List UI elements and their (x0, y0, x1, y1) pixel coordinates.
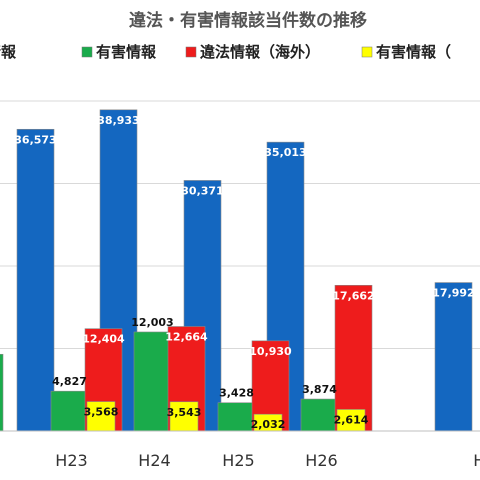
bar-1-0 (0, 353, 4, 432)
bar-2-4 (334, 284, 373, 432)
data-label-0-2: 38,933 (97, 114, 139, 127)
bar-1-2 (133, 331, 172, 432)
x-tick-1: H23 (55, 451, 87, 470)
legend-label-1: 有害情報 (96, 43, 157, 61)
bar-0-1 (16, 128, 55, 432)
data-label-3-3: 2,032 (251, 418, 286, 431)
legend-label-2: 違法情報（海外） (200, 43, 320, 61)
data-label-3-1: 3,568 (84, 406, 119, 419)
data-label-2-4: 17,662 (332, 289, 374, 302)
legend-swatch-2 (185, 46, 197, 58)
x-tick-6: H26 (473, 451, 480, 470)
data-label-0-3: 30,371 (181, 184, 223, 197)
gridlines (0, 100, 480, 349)
bar-1-3 (217, 402, 256, 432)
data-label-1-4: 3,874 (302, 383, 337, 396)
data-label-0-6: 17,992 (432, 287, 474, 300)
data-label-2-2: 12,664 (165, 331, 208, 344)
x-tick-2: H24 (138, 451, 170, 470)
data-label-0-4: 35,013 (264, 146, 306, 159)
data-label-1-2: 12,003 (131, 316, 173, 329)
bar-0-6 (434, 282, 473, 432)
x-tick-labels: H23 H24 H25 H26 H26 (55, 451, 480, 470)
data-label-3-2: 3,543 (167, 406, 202, 419)
data-labels: 36,57338,93330,37135,01317,992674,82712,… (14, 114, 474, 431)
legend-swatch-3 (361, 46, 373, 58)
x-tick-4: H26 (305, 451, 337, 470)
data-label-2-3: 10,930 (249, 345, 292, 358)
data-label-2-1: 12,404 (82, 333, 125, 346)
data-label-1-1: 4,827 (52, 375, 87, 388)
legend-label-3: 有害情報（ (376, 43, 451, 61)
chart-title: 違法・有害情報該当件数の推移 (129, 10, 367, 31)
data-label-1-3: 3,428 (219, 387, 254, 400)
legend-label-0: 違法情報 (0, 43, 17, 61)
bar-1-4 (300, 398, 339, 432)
data-label-0-1: 36,573 (14, 133, 56, 146)
legend-swatch-1 (81, 46, 93, 58)
bar-1-1 (50, 390, 89, 432)
legend: 違法情報 有害情報 違法情報（海外） 有害情報（ (0, 43, 451, 61)
x-tick-3: H25 (222, 451, 254, 470)
data-label-3-4: 2,614 (334, 413, 369, 426)
bar-3-1 (86, 401, 116, 432)
